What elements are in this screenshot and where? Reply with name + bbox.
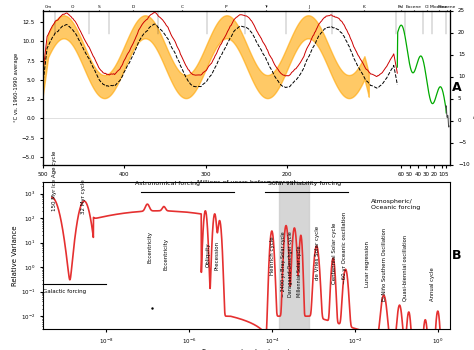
- Text: Lunar regression: Lunar regression: [365, 241, 370, 287]
- Text: Centennial Solar cycle: Centennial Solar cycle: [332, 223, 337, 284]
- Text: 32 Myr cycle: 32 Myr cycle: [81, 179, 86, 214]
- Text: Precession: Precession: [215, 240, 220, 270]
- Text: Eccentricity: Eccentricity: [163, 238, 168, 270]
- Text: Eccentricity: Eccentricity: [147, 231, 152, 263]
- Text: Galactic forcing: Galactic forcing: [43, 289, 86, 294]
- Text: B: B: [452, 249, 462, 262]
- Bar: [279, 182, 310, 329]
- Text: El Niño Southern Oscillation: El Niño Southern Oscillation: [382, 228, 387, 301]
- X-axis label: Frequency (cycles / year): Frequency (cycles / year): [202, 349, 291, 350]
- Text: Dansgaard-Oeschger cycle: Dansgaard-Oeschger cycle: [288, 231, 293, 297]
- X-axis label: Millions of years before present: Millions of years before present: [197, 180, 296, 185]
- Text: ~ 2400 yr Bray Solar cycle: ~ 2400 yr Bray Solar cycle: [282, 231, 286, 297]
- Text: Quasi-biennial oscillation: Quasi-biennial oscillation: [402, 235, 407, 301]
- Text: Atmospheric/
Oceanic forcing: Atmospheric/ Oceanic forcing: [371, 199, 420, 210]
- Text: ~60 yr Oceanic oscillation: ~60 yr Oceanic oscillation: [342, 212, 347, 284]
- Text: Millennial Solar cycle: Millennial Solar cycle: [297, 246, 302, 297]
- Text: A: A: [452, 81, 462, 94]
- Y-axis label: Relative Variance: Relative Variance: [12, 225, 18, 286]
- Y-axis label: °C vs. 1960-1990 average: °C vs. 1960-1990 average: [14, 53, 19, 122]
- Text: Astronomical forcing: Astronomical forcing: [135, 181, 200, 186]
- Y-axis label: °F vs. 1960-1990 average: °F vs. 1960-1990 average: [473, 53, 474, 122]
- Text: 150 Myr Ice Age cycle: 150 Myr Ice Age cycle: [52, 150, 57, 211]
- Text: Solar variability forcing: Solar variability forcing: [267, 181, 341, 186]
- Text: Obliquity: Obliquity: [205, 243, 210, 267]
- Text: de Vries Solar cycle: de Vries Solar cycle: [315, 226, 320, 280]
- Text: Heinrich cycle: Heinrich cycle: [270, 236, 275, 274]
- Text: Annual cycle: Annual cycle: [430, 268, 435, 301]
